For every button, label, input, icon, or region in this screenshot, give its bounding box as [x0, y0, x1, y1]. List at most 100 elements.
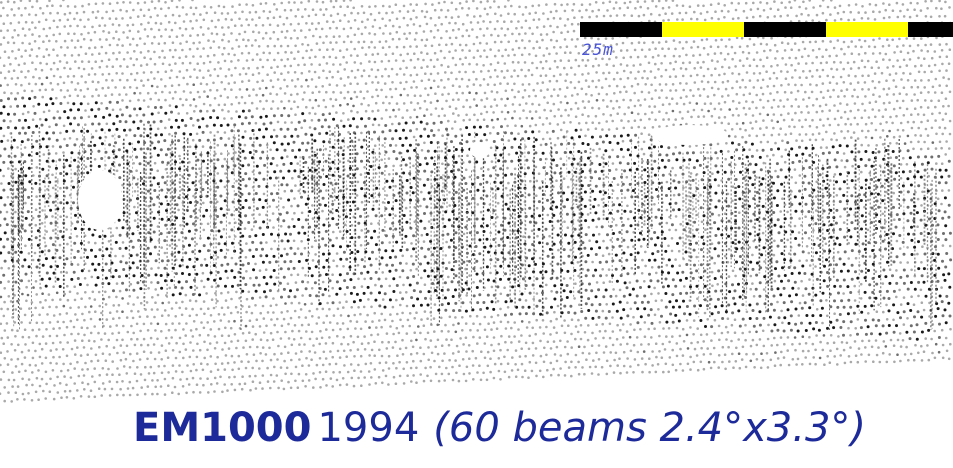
sounding-dot — [478, 125, 482, 129]
sounding-dot — [0, 154, 2, 158]
sounding-dot — [754, 163, 758, 167]
sounding-dot — [272, 141, 276, 145]
sounding-dot — [116, 1, 119, 5]
sounding-dot — [313, 139, 317, 143]
sounding-dot — [824, 103, 828, 107]
sounding-dot — [272, 16, 276, 20]
sounding-dot — [156, 169, 159, 173]
sounding-dot — [297, 50, 300, 53]
sounding-dot — [639, 5, 642, 9]
sounding-dot — [146, 134, 150, 138]
sounding-dot — [234, 192, 238, 196]
sounding-dot — [779, 99, 782, 102]
sounding-dot — [888, 142, 892, 145]
sounding-dot — [287, 114, 291, 118]
sounding-dot — [258, 198, 262, 202]
sounding-dot — [686, 110, 690, 113]
sounding-dot — [573, 73, 577, 76]
sounding-dot — [10, 77, 14, 80]
sounding-dot — [504, 173, 508, 177]
sounding-dot — [325, 90, 328, 94]
sounding-dot — [643, 223, 646, 226]
sounding-dot — [779, 168, 783, 172]
sounding-dot — [91, 233, 95, 237]
sounding-dot — [487, 69, 490, 73]
sounding-dot — [139, 8, 143, 12]
sounding-dot — [842, 180, 846, 184]
sounding-dot — [12, 138, 16, 142]
sounding-dot — [646, 77, 649, 80]
sounding-dot — [910, 126, 914, 130]
sounding-dot — [506, 166, 509, 170]
sounding-dot — [584, 51, 587, 54]
sounding-dot — [479, 139, 483, 143]
sounding-dot — [52, 61, 56, 65]
sounding-dot — [731, 113, 735, 117]
sounding-dot — [80, 143, 84, 147]
sounding-dot — [367, 117, 371, 120]
sounding-dot — [780, 1, 783, 5]
sounding-dot — [381, 130, 385, 134]
sounding-dot — [34, 13, 38, 17]
sounding-dot — [611, 162, 615, 165]
sounding-dot — [892, 135, 896, 139]
sounding-dot — [209, 88, 212, 92]
sounding-dot — [587, 45, 591, 48]
sounding-dot — [741, 121, 745, 125]
sounding-dot — [271, 85, 275, 89]
sounding-dot — [3, 259, 7, 263]
sounding-dot — [727, 234, 731, 238]
sounding-dot — [14, 210, 17, 214]
sounding-dot — [116, 43, 119, 47]
sounding-dot — [6, 237, 10, 241]
sounding-dot — [244, 184, 248, 188]
sounding-dot — [45, 103, 48, 107]
sounding-dot — [699, 206, 703, 210]
sounding-dot — [166, 161, 170, 165]
sounding-dot — [357, 138, 361, 142]
sounding-dot — [944, 153, 947, 156]
sounding-dot — [70, 262, 74, 266]
sounding-dot — [419, 204, 422, 208]
sounding-dot — [948, 231, 952, 235]
sounding-dot — [513, 95, 517, 99]
sounding-dot — [0, 196, 3, 200]
sounding-dot — [355, 152, 359, 156]
sounding-dot — [938, 69, 941, 73]
sounding-dot — [329, 194, 333, 198]
sounding-dot — [804, 159, 808, 163]
sounding-dot — [226, 123, 230, 127]
sounding-dot — [859, 199, 863, 202]
sounding-dot — [793, 0, 797, 2]
sounding-dot — [489, 63, 493, 66]
sounding-dot — [587, 100, 591, 103]
sounding-dot — [305, 105, 308, 109]
sounding-dot — [870, 66, 874, 69]
sounding-dot — [268, 10, 272, 14]
sounding-dot — [264, 31, 268, 35]
sounding-dot — [403, 241, 406, 244]
sounding-dot — [206, 95, 209, 98]
sounding-dot — [45, 34, 48, 38]
sounding-dot — [790, 176, 793, 179]
sounding-dot — [259, 254, 263, 258]
sounding-dot — [198, 208, 201, 212]
sounding-dot — [902, 15, 906, 18]
sounding-dot — [84, 165, 88, 169]
sounding-dot — [73, 32, 76, 36]
sounding-dot — [719, 108, 723, 111]
sounding-dot — [611, 148, 614, 152]
sounding-dot — [762, 161, 766, 165]
sounding-dot — [128, 128, 132, 132]
sounding-dot — [646, 7, 650, 10]
sounding-dot — [153, 161, 157, 165]
sounding-dot — [429, 86, 433, 90]
sounding-dot — [497, 34, 500, 38]
sounding-dot — [52, 74, 56, 78]
sounding-dot — [615, 43, 619, 46]
sounding-dot — [296, 8, 300, 11]
sounding-dot — [609, 224, 613, 228]
sounding-dot — [483, 105, 487, 108]
sounding-dot — [584, 79, 588, 82]
